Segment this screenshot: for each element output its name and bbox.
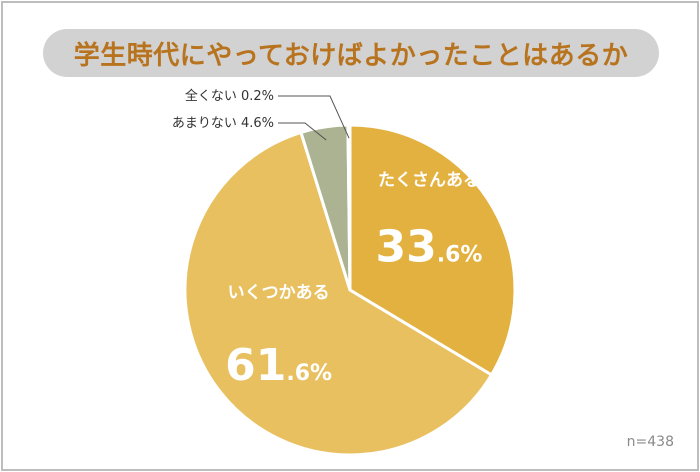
- slice-value-label-1: 33.6%: [375, 221, 482, 272]
- slice-outside-label-3: あまりない 4.6%: [172, 116, 274, 131]
- slice-name-label-2: いくつかある: [228, 283, 330, 303]
- leader-line-3: [278, 122, 327, 141]
- slice-name-label-1: たくさんある: [378, 170, 480, 190]
- pie-slice-1: [348, 123, 517, 377]
- slice-outside-label-4: 全くない 0.2%: [185, 88, 274, 104]
- chart-title: 学生時代にやっておけばよかったことはあるか: [73, 40, 629, 71]
- pie-slice-2: [183, 130, 494, 457]
- slice-value-label-2: 61.6%: [225, 340, 332, 391]
- sample-size-label: n=438: [626, 434, 674, 450]
- title-banner: 学生時代にやっておけばよかったことはあるか: [43, 29, 659, 77]
- leader-line-4: [278, 95, 350, 139]
- pie-slice-4: [346, 123, 352, 291]
